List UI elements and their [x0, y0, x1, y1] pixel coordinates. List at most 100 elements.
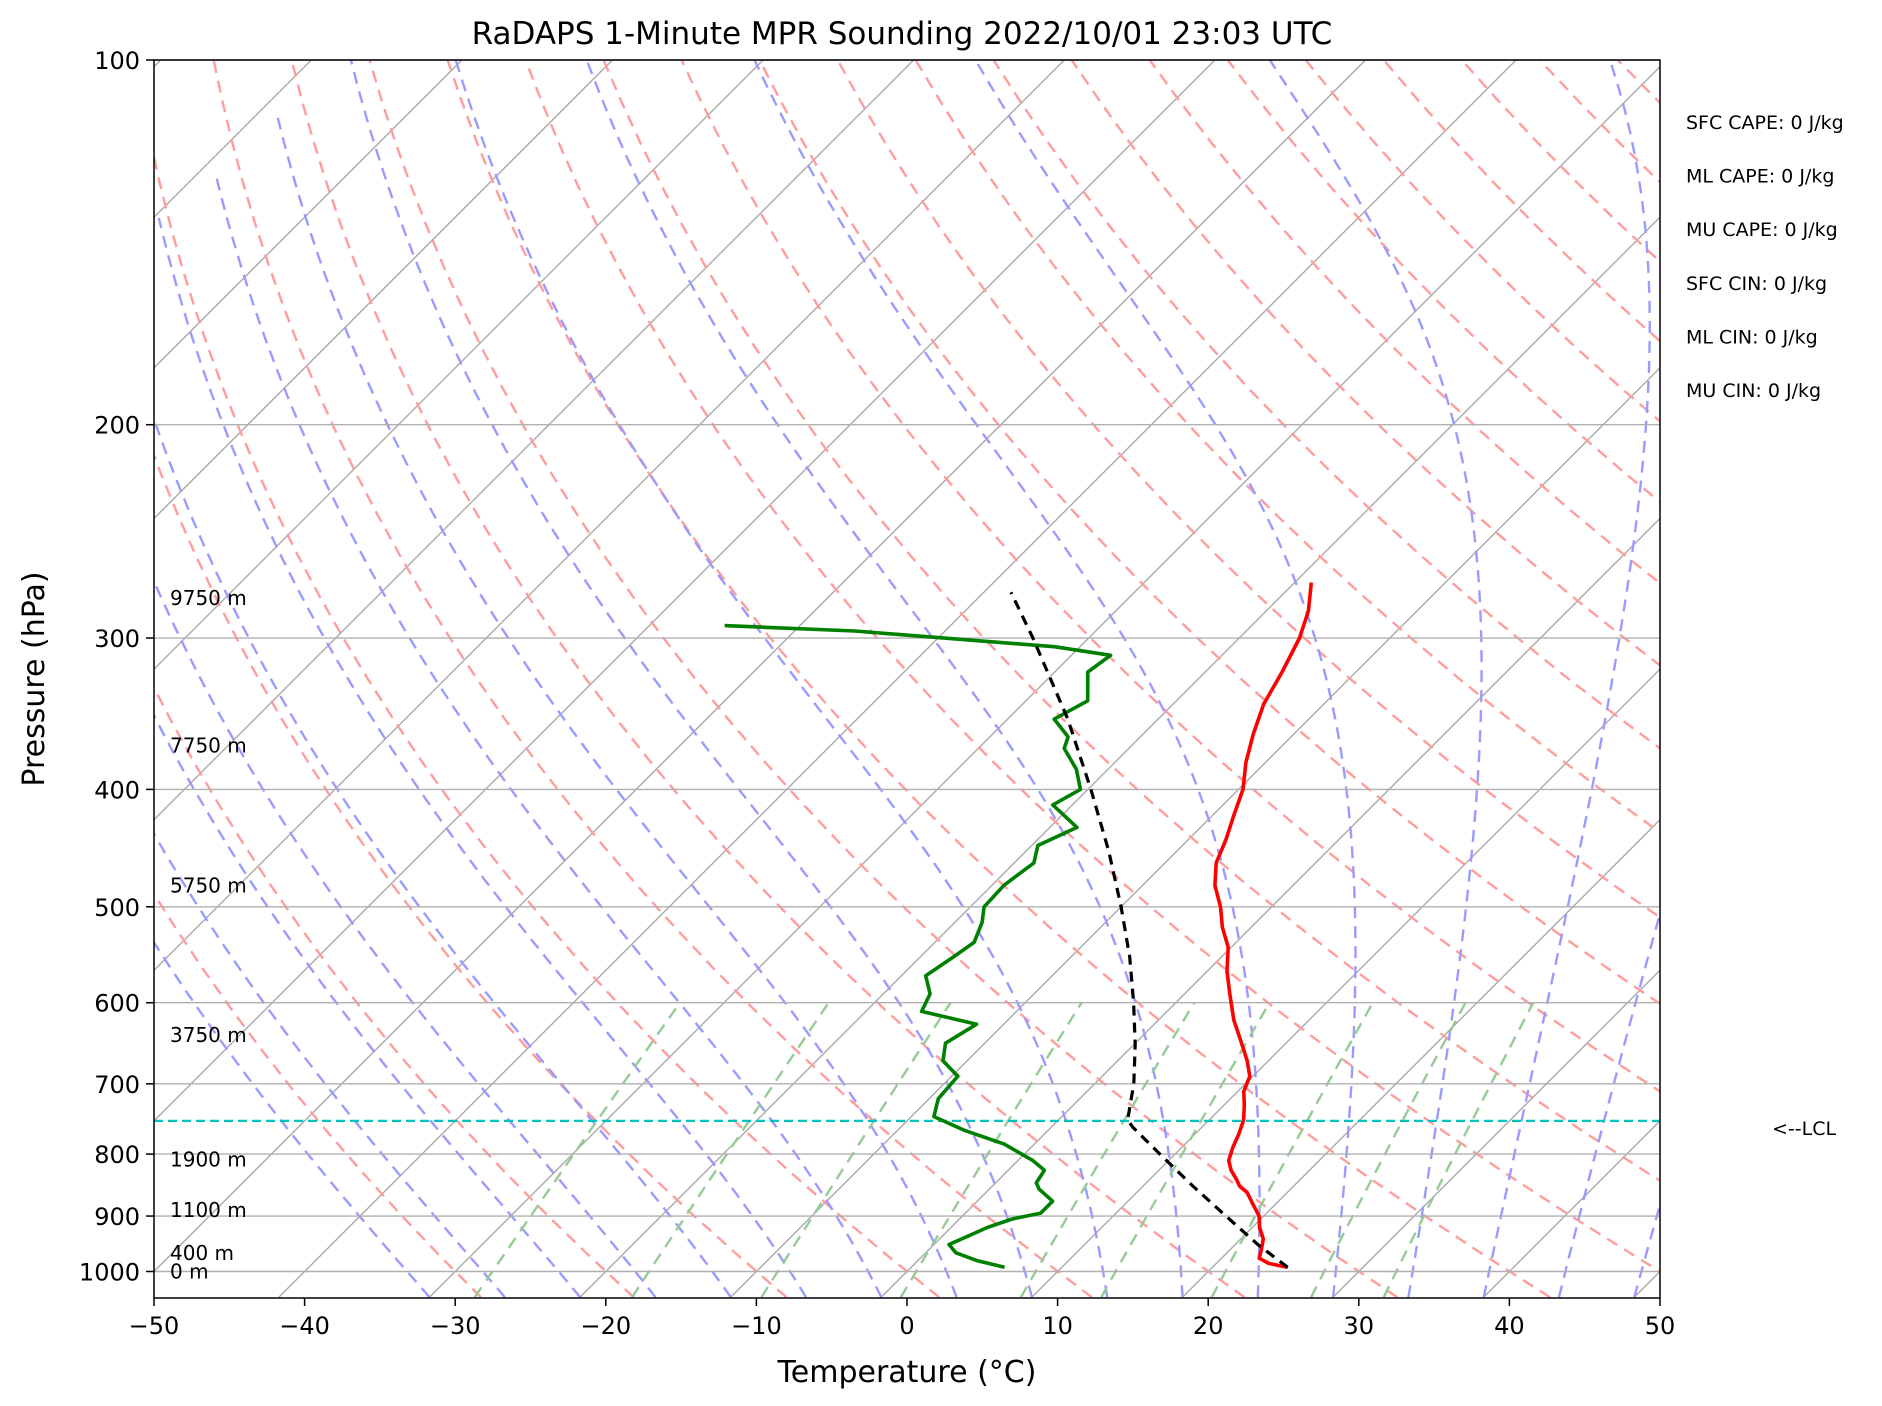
moist-adiabat: [753, 60, 1261, 1298]
y-tick-label: 300: [94, 625, 140, 653]
x-tick-label: 50: [1645, 1312, 1676, 1340]
dry-adiabat: [758, 60, 1660, 1006]
isotherm-line: [154, 60, 764, 671]
dry-adiabat: [154, 685, 635, 1298]
height-label: 0 m: [170, 1260, 209, 1284]
isotherm-line: [880, 517, 1660, 1298]
dry-adiabat: [914, 60, 1660, 834]
mixing-ratio-line: [899, 1002, 1083, 1298]
moist-adiabat: [1268, 60, 1483, 1298]
isotherm-line: [1785, 60, 1882, 1297]
y-tick-label: 600: [94, 990, 140, 1018]
dewpoint-line: [724, 623, 1113, 1270]
mixing-ratio-line: [1210, 1002, 1374, 1298]
dry-adiabat: [212, 60, 1093, 1298]
y-axis-label: Pressure (hPa): [17, 571, 52, 786]
stability-stats: SFC CAPE: 0 J/kg ML CAPE: 0 J/kg MU CAPE: …: [1686, 112, 1844, 402]
moist-adiabat: [215, 177, 883, 1298]
moist-adiabat: [154, 940, 431, 1298]
moist-adiabat: [349, 60, 1034, 1298]
chart-title: RaDAPS 1-Minute MPR Sounding 2022/10/01 …: [472, 16, 1333, 52]
isotherm-line: [1182, 818, 1660, 1298]
isotherm-line: [730, 366, 1660, 1298]
moist-adiabat: [274, 109, 958, 1298]
mixing-ratio-line: [1019, 1002, 1196, 1298]
isotherm-line: [1332, 969, 1660, 1298]
y-tick-label: 200: [94, 412, 140, 440]
height-label: 1900 m: [170, 1147, 247, 1171]
stat-label: ML CAPE: 0 J/kg: [1686, 166, 1834, 188]
x-tick-label: 40: [1494, 1312, 1525, 1340]
dry-adiabat: [992, 60, 1660, 750]
x-tick-label: −30: [430, 1312, 481, 1340]
dry-adiabat: [1696, 60, 1882, 1297]
mixing-ratio-line: [1100, 1002, 1271, 1298]
stat-label: SFC CAPE: 0 J/kg: [1686, 112, 1844, 134]
moist-adiabat: [974, 60, 1357, 1298]
moist-adiabat: [154, 831, 506, 1298]
moist-adiabat: [154, 578, 657, 1298]
dry-adiabat: [836, 60, 1660, 919]
y-axis-ticks: 100 200 300 400 500 600 700 800 900 1000: [79, 47, 154, 1287]
dry-adiabat: [1538, 60, 1660, 184]
moist-adiabat: [157, 217, 808, 1298]
height-label: 400 m: [170, 1241, 234, 1265]
temperature-line: [1213, 582, 1314, 1270]
isotherm-line: [278, 60, 1517, 1298]
height-label: 5750 m: [170, 873, 247, 897]
x-tick-label: 30: [1344, 1312, 1375, 1340]
dry-adiabat: [290, 60, 1246, 1298]
mixing-ratio-line: [760, 1002, 952, 1298]
height-label: 7750 m: [170, 734, 247, 758]
isotherm-line: [154, 60, 915, 821]
isotherm-line: [154, 60, 613, 520]
dry-adiabat: [602, 60, 1660, 1183]
sounding-series: [724, 582, 1314, 1270]
x-tick-label: 0: [899, 1312, 914, 1340]
x-tick-label: −40: [279, 1312, 330, 1340]
moist-adiabat: [1482, 60, 1652, 1298]
background-lines: [0, 60, 1882, 1298]
y-tick-label: 500: [94, 894, 140, 922]
x-tick-label: 20: [1193, 1312, 1224, 1340]
dry-adiabat: [1382, 60, 1660, 343]
moist-adiabat: [454, 60, 1109, 1298]
dry-adiabat: [524, 60, 1660, 1273]
dry-adiabat: [680, 60, 1660, 1093]
y-tick-label: 100: [94, 47, 140, 75]
isotherm-line: [154, 60, 1216, 1122]
isotherm-line: [1633, 1270, 1660, 1298]
isotherm-line: [579, 216, 1660, 1298]
dry-adiabat: [1070, 60, 1660, 667]
moist-adiabat: [154, 415, 732, 1298]
stat-label: MU CIN: 0 J/kg: [1686, 380, 1821, 402]
moist-adiabat: [1633, 1200, 1660, 1298]
parcel-profile-line: [1009, 591, 1289, 1269]
lcl-label: <--LCL: [1772, 1118, 1836, 1140]
mixing-ratio-line: [1310, 1002, 1467, 1298]
dry-adiabat: [446, 60, 1551, 1298]
moist-adiabat: [1557, 909, 1660, 1298]
y-tick-label: 1000: [79, 1259, 140, 1287]
isotherm-line: [0, 60, 10, 1297]
stat-label: MU CAPE: 0 J/kg: [1686, 219, 1838, 241]
isotherm-line: [429, 65, 1660, 1298]
x-tick-label: −10: [731, 1312, 782, 1340]
mixing-ratio-line: [631, 1002, 830, 1298]
height-label: 3750 m: [170, 1023, 247, 1047]
moist-adiabat: [585, 60, 1184, 1298]
dry-adiabat: [1148, 60, 1660, 585]
stat-label: ML CIN: 0 J/kg: [1686, 326, 1818, 348]
height-label: 1100 m: [170, 1198, 247, 1222]
moist-adiabat: [154, 713, 582, 1298]
plot-frame: [153, 59, 1661, 1299]
isotherm-line: [1031, 668, 1660, 1298]
x-axis-label: Temperature (°C): [777, 1355, 1037, 1390]
dry-adiabat: [1304, 60, 1660, 423]
height-label: 9750 m: [170, 586, 247, 610]
grid-lines: [154, 59, 1660, 1273]
x-axis-ticks: −50 −40 −30 −20 −10 0 10 20 30 40 50: [129, 1298, 1676, 1340]
isotherm-line: [1483, 1119, 1660, 1298]
